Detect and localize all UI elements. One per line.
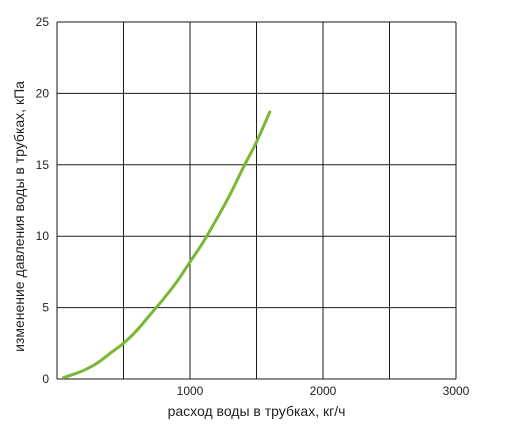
x-axis-title: расход воды в трубках, кг/ч xyxy=(168,403,346,419)
y-tick-label: 25 xyxy=(36,15,50,29)
series-layer xyxy=(62,110,272,380)
y-axis-title: изменение давления воды в трубках, кПа xyxy=(11,81,27,352)
y-tick-label: 15 xyxy=(36,158,50,172)
y-tick-labels: 0 5 10 15 20 25 xyxy=(36,15,50,386)
x-tick-label: 1000 xyxy=(177,384,204,398)
y-tick-label: 5 xyxy=(42,301,49,315)
y-tick-label: 0 xyxy=(42,372,49,386)
y-tick-label: 20 xyxy=(36,86,50,100)
series-line xyxy=(62,110,272,380)
x-tick-label: 3000 xyxy=(443,384,470,398)
grid xyxy=(56,21,457,380)
x-tick-label: 2000 xyxy=(310,384,337,398)
y-tick-label: 10 xyxy=(36,229,50,243)
x-tick-labels: 1000 2000 3000 xyxy=(177,384,470,398)
